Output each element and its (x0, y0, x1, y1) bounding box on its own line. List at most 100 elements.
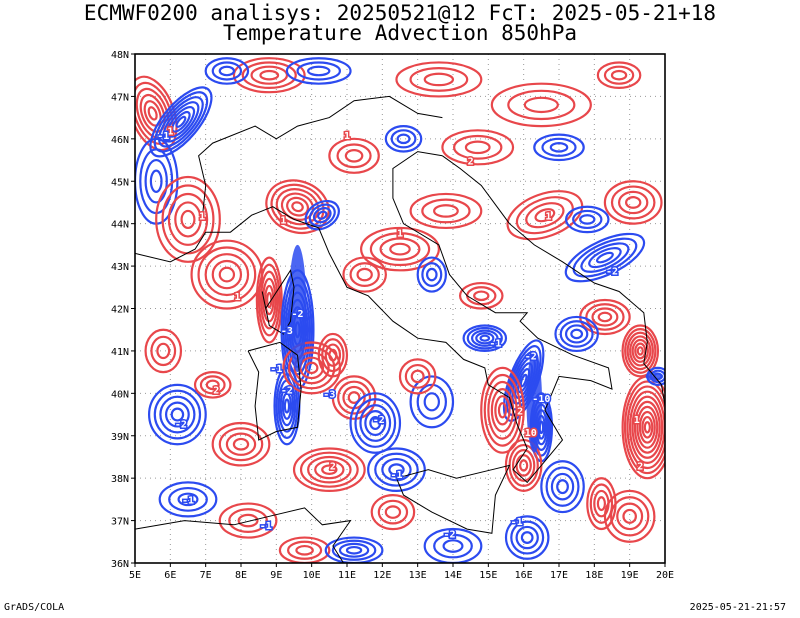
warm-advection-contour (507, 89, 576, 121)
lat-tick-label: 38N (111, 474, 129, 485)
contour-value-label: 1 (234, 292, 240, 303)
map-title-line2: Temperature Advection 850hPa (222, 21, 577, 45)
warm-advection-contour (218, 427, 264, 462)
cold-advection-contour (296, 61, 342, 81)
warm-advection-contour (483, 373, 522, 447)
warm-advection-contour (150, 335, 177, 367)
longitude-axis: 5E 6E 7E 8E 9E 10E 11E 12E 13E 14E 15E 16E 17E 18E 19E… (129, 563, 674, 581)
cold-advection-contour (515, 525, 539, 550)
lat-tick-label: 37N (111, 517, 129, 528)
contour-value-label: 2 (213, 385, 219, 396)
contour-value-label: -1 (182, 496, 194, 507)
cold-advection-contour (556, 479, 569, 495)
coastline-path (205, 151, 613, 484)
warm-advection-contour (409, 67, 469, 92)
warm-advection-contour (275, 188, 320, 226)
lon-tick-label: 12E (373, 570, 391, 581)
cold-advection-contour (144, 158, 168, 204)
warm-advection-contour (286, 196, 310, 217)
lat-tick-label: 41N (111, 347, 129, 358)
contour-value-label: -1 (260, 521, 272, 532)
warm-advection-contour (395, 61, 483, 98)
warm-advection-contour (174, 201, 202, 238)
warm-advection-contour (585, 303, 625, 331)
cold-advection-contour (510, 520, 545, 555)
cold-advection-contour (504, 515, 550, 560)
contour-value-label: -2 (525, 351, 537, 362)
contour-value-label: -3 (281, 326, 293, 337)
cold-advection-contour (162, 101, 200, 143)
cold-advection-contour (149, 169, 163, 193)
warm-advection-contour (384, 505, 402, 519)
warm-advection-contour (299, 451, 359, 488)
warm-advection-contour (453, 134, 503, 160)
cold-advection-contour (564, 232, 646, 283)
cold-advection-contour (564, 324, 589, 344)
warm-advection-contour (167, 192, 209, 246)
warm-advection-contour (369, 232, 431, 267)
warm-advection-contour (328, 348, 338, 362)
cold-advection-contour (541, 137, 577, 157)
cold-advection-contour (421, 262, 443, 287)
cold-advection-contour (462, 324, 508, 352)
cold-advection-contour (369, 416, 382, 431)
advection-contours (135, 57, 665, 563)
lon-tick-label: 8E (235, 570, 247, 581)
cold-advection-contour (171, 110, 191, 133)
contour-value-label: -1 (390, 470, 402, 481)
lon-tick-label: 6E (164, 570, 176, 581)
warm-advection-contour (641, 415, 654, 439)
lat-tick-label: 39N (111, 432, 129, 443)
warm-advection-contour (336, 143, 372, 169)
cold-advection-contour (275, 373, 299, 439)
warm-advection-contour (603, 180, 663, 225)
warm-advection-contour (410, 369, 425, 384)
warm-advection-contour (618, 190, 649, 215)
warm-advection-contour (603, 489, 656, 543)
cold-advection-contour (572, 209, 603, 230)
lon-tick-label: 16E (515, 570, 533, 581)
contour-value-label: -2 (292, 309, 304, 320)
cold-advection-contour (466, 326, 503, 350)
warm-advection-contour (250, 65, 289, 85)
cold-advection-contour (423, 527, 483, 563)
cold-advection-contour (423, 392, 440, 412)
contour-value-label: 1 (545, 211, 551, 222)
lon-tick-label: 20E (656, 570, 674, 581)
latitude-axis: 36N 37N 38N 39N 40N 41N 42N 43N 44N 45N 46N 47N 48N (111, 50, 135, 570)
lon-tick-label: 5E (129, 570, 141, 581)
warm-advection-contour (211, 421, 271, 467)
cold-advection-contour (147, 383, 207, 446)
cold-advection-contour (384, 125, 423, 153)
warm-advection-contour (494, 395, 511, 426)
coastlines (135, 95, 665, 563)
lat-tick-label: 43N (111, 262, 129, 273)
warm-advection-contour (597, 311, 613, 323)
warm-advection-contour (636, 346, 644, 356)
warm-advection-contour (515, 196, 574, 235)
warm-advection-contour (404, 363, 431, 389)
contour-value-label: 1 (634, 415, 640, 426)
cold-advection-contour (545, 466, 580, 507)
warm-advection-contour (643, 421, 651, 434)
warm-advection-contour (589, 483, 614, 524)
cold-advection-contour (158, 96, 204, 148)
contour-value-label: -2 (281, 385, 293, 396)
coastline-path (135, 507, 352, 563)
warm-advection-contour (379, 237, 421, 261)
warm-advection-contour (314, 460, 345, 480)
warm-advection-contour (389, 242, 411, 256)
cold-advection-contour (204, 57, 250, 85)
cold-advection-core (288, 244, 307, 373)
contour-value-label: -10 (532, 394, 550, 405)
contour-value-label: -2 (443, 530, 455, 541)
warm-advection-contour (441, 129, 515, 166)
warm-advection-contour (321, 464, 338, 475)
cold-advection-contour (338, 542, 370, 558)
warm-advection-contour (161, 184, 215, 255)
warm-advection-contour (596, 61, 642, 90)
cold-advection-contour (166, 105, 196, 138)
warm-advection-contour (144, 328, 183, 374)
render-timestamp: 2025-05-21-21:57 (689, 602, 786, 613)
cold-advection-contour (317, 210, 328, 220)
